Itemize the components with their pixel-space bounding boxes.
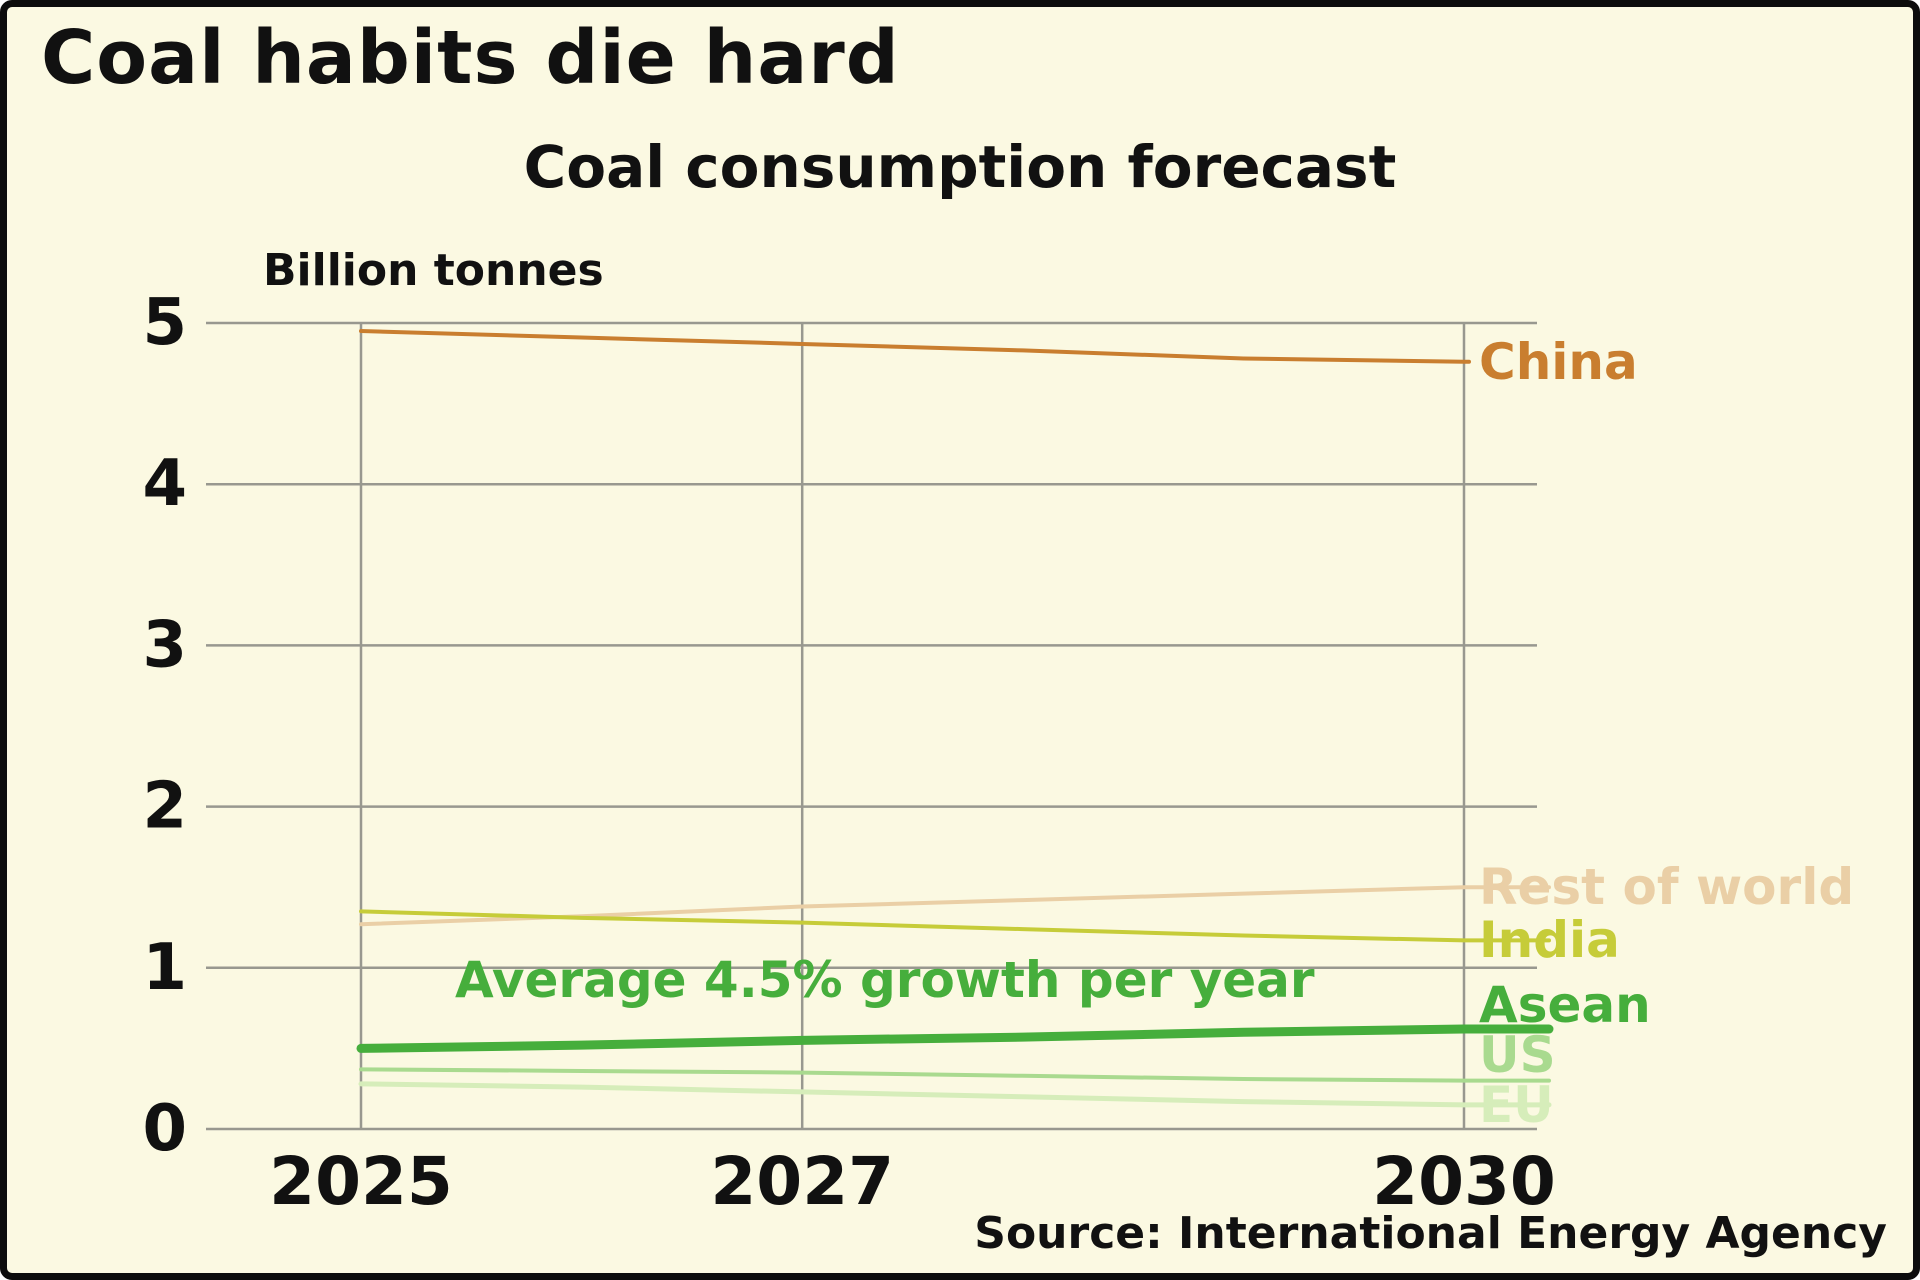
chart-subtitle: Coal consumption forecast <box>523 133 1397 201</box>
x-tick-2030: 2030 <box>1372 1143 1556 1220</box>
y-tick-3: 3 <box>142 608 187 682</box>
line-asean <box>356 1024 1554 1053</box>
source-credit: Source: International Energy Agency <box>974 1208 1887 1259</box>
y-tick-4: 4 <box>142 447 187 521</box>
series-label-rest-of-world: Rest of world <box>1479 858 1855 917</box>
series-label-india: India <box>1479 911 1620 970</box>
line-china <box>359 329 1471 364</box>
series-label-eu: EU <box>1479 1075 1554 1134</box>
line-us <box>359 1067 1551 1083</box>
series-label-asean: Asean <box>1479 975 1651 1034</box>
growth-annotation: Average 4.5% growth per year <box>455 951 1315 1009</box>
line-india <box>359 909 1551 943</box>
y-tick-1: 1 <box>142 931 187 1005</box>
plot-area: 0 1 2 3 4 5 2025 2027 2030 <box>142 286 1556 1220</box>
line-eu <box>358 1081 1552 1108</box>
y-axis-unit-label: Billion tonnes <box>263 245 604 296</box>
line-rest-of-world <box>359 885 1551 927</box>
y-tick-2: 2 <box>142 770 187 844</box>
chart-title: Coal habits die hard <box>41 15 900 101</box>
series-label-us: US <box>1479 1025 1556 1084</box>
series-label-china: China <box>1479 332 1638 391</box>
x-tick-2025: 2025 <box>269 1143 453 1220</box>
x-tick-2027: 2027 <box>710 1143 894 1220</box>
y-tick-5: 5 <box>142 286 187 360</box>
y-tick-0: 0 <box>142 1092 187 1166</box>
